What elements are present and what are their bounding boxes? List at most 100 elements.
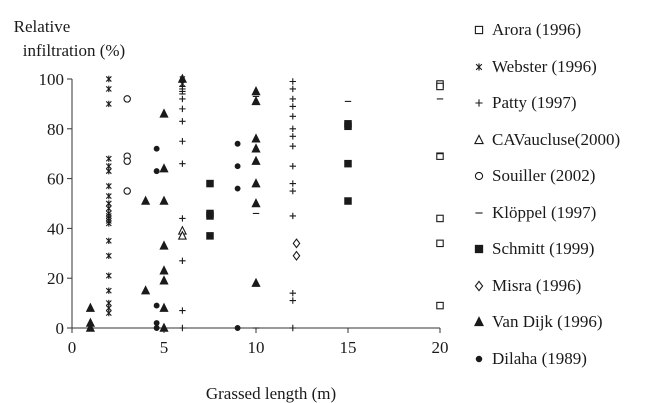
data-point: [234, 163, 241, 170]
data-point: [105, 75, 112, 83]
legend-label: Arora (1996): [492, 20, 582, 40]
data-point: [289, 180, 296, 187]
y-tick-label: 100: [39, 70, 65, 89]
data-point: [289, 85, 296, 93]
data-point: [436, 152, 444, 160]
series-group: [177, 225, 187, 240]
data-point: [289, 95, 296, 103]
data-point: [179, 215, 186, 222]
data-point: [289, 162, 296, 170]
data-point: [344, 122, 352, 131]
legend-circle-open-marker: [474, 172, 484, 181]
x-axis-label: Grassed length (m): [206, 384, 336, 403]
data-point: [177, 73, 187, 83]
x-tick-label: 5: [160, 338, 169, 357]
data-point: [436, 239, 444, 248]
data-point: [105, 272, 112, 279]
data-point: [289, 143, 296, 150]
data-point: [206, 179, 214, 188]
data-point: [153, 320, 160, 326]
legend-triangle-open-marker: [474, 133, 484, 144]
y-axis-label-line2: infiltration (%): [23, 41, 125, 60]
data-point: [105, 287, 112, 294]
data-point: [153, 145, 160, 152]
data-point: [85, 322, 95, 332]
data-point: [289, 297, 296, 304]
data-point: [105, 155, 112, 162]
data-point: [105, 237, 112, 245]
data-point: [105, 220, 112, 227]
data-point: [289, 103, 296, 110]
dot-marker: [475, 355, 483, 363]
legend-label: Dilaha (1989): [492, 348, 587, 368]
data-point: [105, 182, 112, 190]
legend-item: Arora (1996): [470, 12, 663, 49]
legend-label: Misra (1996): [492, 275, 582, 295]
data-point: [123, 187, 131, 195]
data-point: [105, 309, 112, 317]
x-tick-label: 0: [68, 338, 77, 357]
series-group: [436, 80, 444, 310]
data-point: [179, 257, 186, 264]
data-point: [234, 325, 241, 331]
data-point: [436, 301, 444, 310]
circle-open-marker: [474, 172, 484, 181]
data-point: [289, 212, 296, 220]
data-point: [159, 302, 169, 312]
data-point: [251, 133, 261, 143]
data-point: [159, 163, 169, 173]
data-point: [159, 108, 169, 118]
legend-item: Misra (1996): [470, 268, 663, 305]
data-point: [159, 322, 169, 332]
y-tick-label: 60: [47, 170, 64, 189]
series-group: [292, 238, 301, 261]
legend-label: Webster (1996): [492, 56, 597, 76]
data-point: [292, 238, 301, 249]
series-group: [179, 88, 444, 329]
data-point: [289, 289, 296, 297]
data-point: [105, 167, 112, 175]
data-point: [289, 187, 296, 195]
legend-item: Webster (1996): [470, 49, 663, 86]
legend-square-filled-marker: [474, 245, 484, 254]
data-point: [179, 105, 186, 113]
legend-triangle-filled-marker: [474, 316, 484, 327]
y-tick-label: 0: [56, 319, 65, 338]
diamond-open-marker: [474, 280, 484, 292]
data-point: [153, 168, 160, 175]
data-point: [436, 214, 444, 223]
square-filled-marker: [474, 245, 484, 254]
data-point: [289, 113, 296, 120]
data-point: [251, 155, 261, 165]
legend-item: Souiller (2002): [470, 158, 663, 195]
legend-dot-marker: [475, 355, 483, 363]
data-point: [105, 252, 112, 259]
legend-item: Klöppel (1997): [470, 195, 663, 232]
data-point: [123, 95, 131, 103]
data-point: [251, 277, 261, 287]
triangle-open-marker: [474, 133, 484, 144]
legend-label: CAVaucluse(2000): [492, 129, 621, 149]
data-point: [123, 157, 131, 165]
plus-marker: [475, 99, 483, 107]
legend-square-open-marker: [474, 26, 484, 35]
tick-labels: 0 20 40 60 80 100 0 5 10 15 20: [39, 70, 449, 357]
series-group: [85, 73, 261, 332]
y-tick-label: 40: [47, 219, 64, 238]
data-point: [344, 197, 352, 205]
data-point: [234, 185, 241, 192]
x-tick-label: 10: [248, 338, 265, 357]
data-point: [179, 160, 186, 167]
legend-item: Van Dijk (1996): [470, 304, 663, 341]
data-point: [177, 230, 187, 240]
legend-label: Patty (1997): [492, 93, 577, 113]
data-point: [179, 95, 186, 103]
data-point: [85, 302, 95, 312]
data-point: [105, 100, 112, 108]
data-point: [153, 302, 160, 309]
legend-label: Schmitt (1999): [492, 239, 595, 259]
data-point: [206, 232, 214, 240]
data-point: [251, 143, 261, 153]
data-point: [179, 138, 186, 145]
data-point: [105, 85, 112, 93]
